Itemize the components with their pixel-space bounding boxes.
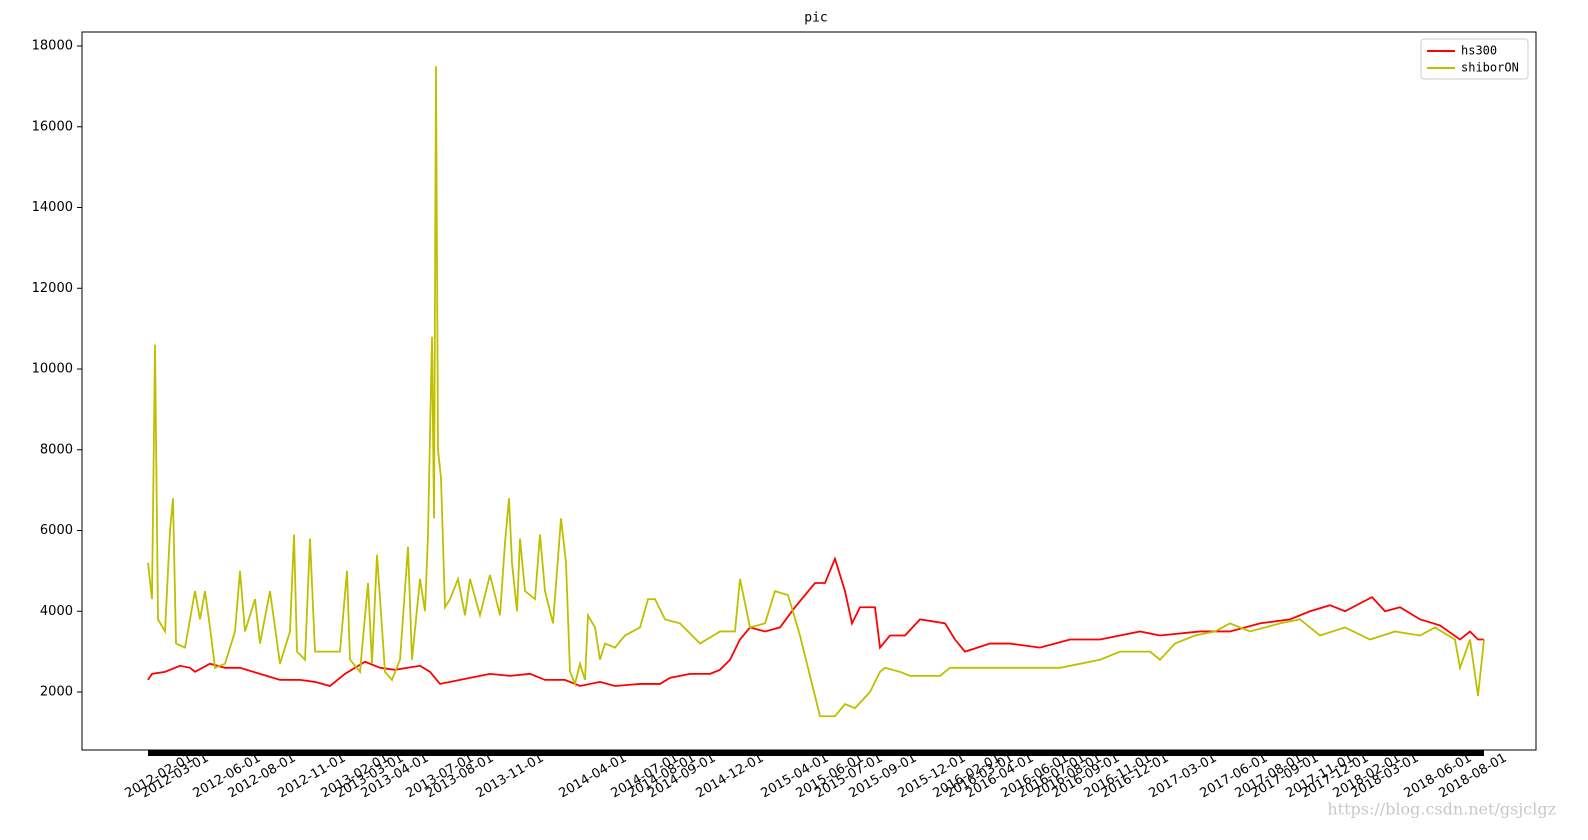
- legend-label: hs300: [1461, 44, 1497, 58]
- y-tick-label: 8000: [40, 442, 73, 457]
- y-tick-label: 2000: [40, 685, 73, 700]
- series-line: [147, 66, 1485, 718]
- y-tick-label: 16000: [32, 119, 73, 134]
- series-line: [147, 556, 1484, 687]
- y-tick-label: 14000: [32, 200, 73, 215]
- y-tick-label: 4000: [40, 604, 73, 619]
- y-tick-label: 18000: [32, 39, 73, 54]
- watermark: https://blog.csdn.net/gsjclgz: [1327, 800, 1556, 819]
- minor-tick-band: [148, 750, 1484, 756]
- y-tick-label: 10000: [32, 362, 73, 377]
- legend-label: shiborON: [1461, 61, 1519, 75]
- plot-frame: [81, 31, 1537, 751]
- y-tick-label: 12000: [32, 281, 73, 296]
- y-tick-label: 6000: [40, 523, 73, 538]
- chart-title: pic: [804, 11, 827, 26]
